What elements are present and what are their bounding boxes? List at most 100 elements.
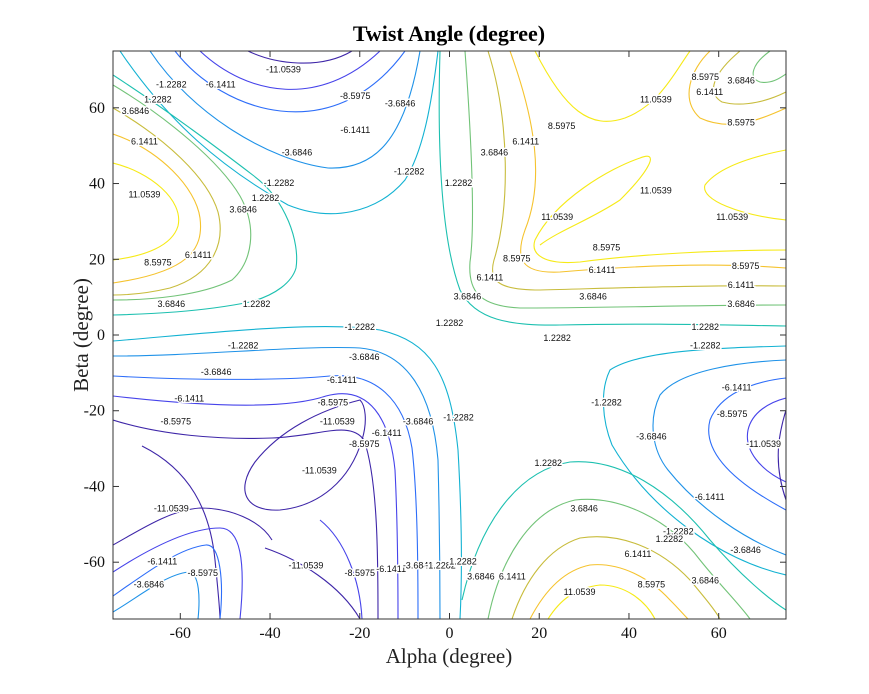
contour-lines [113, 51, 786, 619]
contour-level-label: 3.6846 [727, 76, 755, 86]
contour-line [746, 397, 786, 483]
contour-level-label: 8.5975 [593, 242, 621, 252]
contour-level-label: 11.0539 [128, 189, 160, 199]
y-tick-label: -40 [84, 478, 105, 495]
contour-level-label: 11.0539 [716, 212, 748, 222]
plot-area [113, 51, 786, 619]
contour-level-label: -8.5975 [717, 409, 748, 419]
contour-level-label: 8.5975 [732, 261, 760, 271]
contour-line [464, 51, 786, 309]
contour-level-label: -6.1411 [695, 492, 725, 502]
contour-level-label: 6.1411 [131, 136, 158, 146]
contour-line [113, 393, 399, 619]
x-tick-label: 60 [711, 625, 727, 642]
contour-line [319, 519, 363, 619]
contour-level-label: 6.1411 [589, 265, 616, 275]
contour-level-label: -8.5975 [345, 568, 376, 578]
contour-line [113, 162, 180, 261]
contour-level-label: 1.2282 [449, 557, 477, 567]
contour-level-label: 6.1411 [185, 250, 212, 260]
contour-line [652, 359, 786, 556]
contour-level-label: -6.1411 [174, 394, 204, 404]
contour-line [602, 345, 786, 576]
contour-level-label: 1.2282 [243, 299, 271, 309]
contour-line [487, 498, 751, 619]
contour-level-label: 3.6846 [158, 299, 186, 309]
x-tick-label: -20 [349, 625, 370, 642]
contour-level-label: -11.0539 [154, 504, 189, 514]
contour-line [141, 445, 221, 619]
contour-line [534, 51, 691, 122]
contour-level-label: 3.6846 [579, 292, 607, 302]
contour-level-label: -3.6846 [403, 560, 434, 570]
contour-level-label: 8.5975 [503, 254, 531, 264]
contour-level-label: -3.6846 [134, 579, 165, 589]
x-axis-label: Alpha (degree) [386, 644, 513, 668]
contour-level-label: -6.1411 [722, 382, 752, 392]
contour-level-label: 8.5975 [638, 579, 666, 589]
contour-level-label: -11.0539 [302, 466, 337, 476]
contour-level-label: -6.1411 [376, 564, 406, 574]
y-axis-label: Beta (degree) [69, 278, 93, 392]
contour-line [509, 51, 786, 273]
contour-line [113, 133, 202, 284]
contour-line [199, 51, 381, 90]
contour-line [708, 377, 786, 511]
contour-line [533, 155, 786, 264]
contour-level-label: 1.2282 [691, 322, 719, 332]
contour-level-label: -3.6846 [730, 545, 761, 555]
contour-line [113, 346, 441, 619]
contour-level-label: 3.6846 [481, 148, 509, 158]
contour-line [113, 507, 273, 546]
contour-line [113, 84, 252, 301]
contour-level-label: -1.2282 [690, 341, 721, 351]
contour-level-label: -11.0539 [288, 560, 323, 570]
contour-level-label: 11.0539 [640, 185, 672, 195]
contour-labels: -11.0539-8.5975-6.1411-3.6846-3.6846-1.2… [120, 63, 782, 599]
contour-level-label: -11.0539 [266, 64, 301, 74]
y-axis-ticks: 60 40 20 0 -20 -40 -60 [84, 100, 786, 571]
x-tick-label: -40 [259, 625, 280, 642]
contour-level-label: -8.5975 [340, 91, 371, 101]
contour-level-label: -1.2282 [156, 79, 187, 89]
contour-level-label: -1.2282 [425, 560, 456, 570]
contour-line [244, 399, 366, 511]
contour-line [713, 51, 786, 105]
contour-level-label: 6.1411 [476, 273, 503, 283]
x-axis-ticks: -60 -40 -20 0 20 40 60 [170, 51, 727, 642]
x-tick-label: 40 [621, 625, 637, 642]
x-tick-label: 20 [531, 625, 547, 642]
contour-line [529, 564, 689, 619]
contour-level-label: 1.2282 [144, 95, 172, 105]
x-tick-label: -60 [170, 625, 191, 642]
contour-level-label: -6.1411 [206, 79, 236, 89]
contour-level-label: 6.1411 [728, 280, 755, 290]
contour-line [174, 51, 406, 113]
contour-level-label: 1.2282 [534, 458, 562, 468]
y-tick-label: -20 [84, 403, 105, 420]
contour-line [149, 51, 421, 169]
contour-level-label: -8.5975 [318, 398, 349, 408]
contour-level-label: 6.1411 [696, 87, 723, 97]
contour-level-label: 11.0539 [564, 587, 596, 597]
contour-level-label: -6.1411 [372, 428, 402, 438]
contour-level-label: -8.5975 [161, 416, 192, 426]
contour-level-label: 11.0539 [640, 95, 672, 105]
contour-line [113, 419, 379, 619]
contour-level-label: -3.6846 [385, 98, 416, 108]
contour-level-label: 11.0539 [541, 212, 573, 222]
contour-line [752, 51, 786, 83]
contour-level-label: -1.2282 [394, 167, 425, 177]
contour-line [688, 51, 786, 125]
contour-level-label: 1.2282 [543, 333, 571, 343]
contour-line [113, 375, 419, 619]
contour-level-label: -8.5975 [349, 439, 380, 449]
contour-level-label: 1.2282 [445, 178, 473, 188]
contour-level-label: 1.2282 [656, 534, 684, 544]
contour-level-label: 1.2282 [252, 193, 280, 203]
contour-line [777, 409, 786, 501]
contour-level-label: -1.2282 [591, 398, 622, 408]
x-tick-label: 0 [446, 625, 454, 642]
contour-level-label: -1.2282 [264, 178, 295, 188]
